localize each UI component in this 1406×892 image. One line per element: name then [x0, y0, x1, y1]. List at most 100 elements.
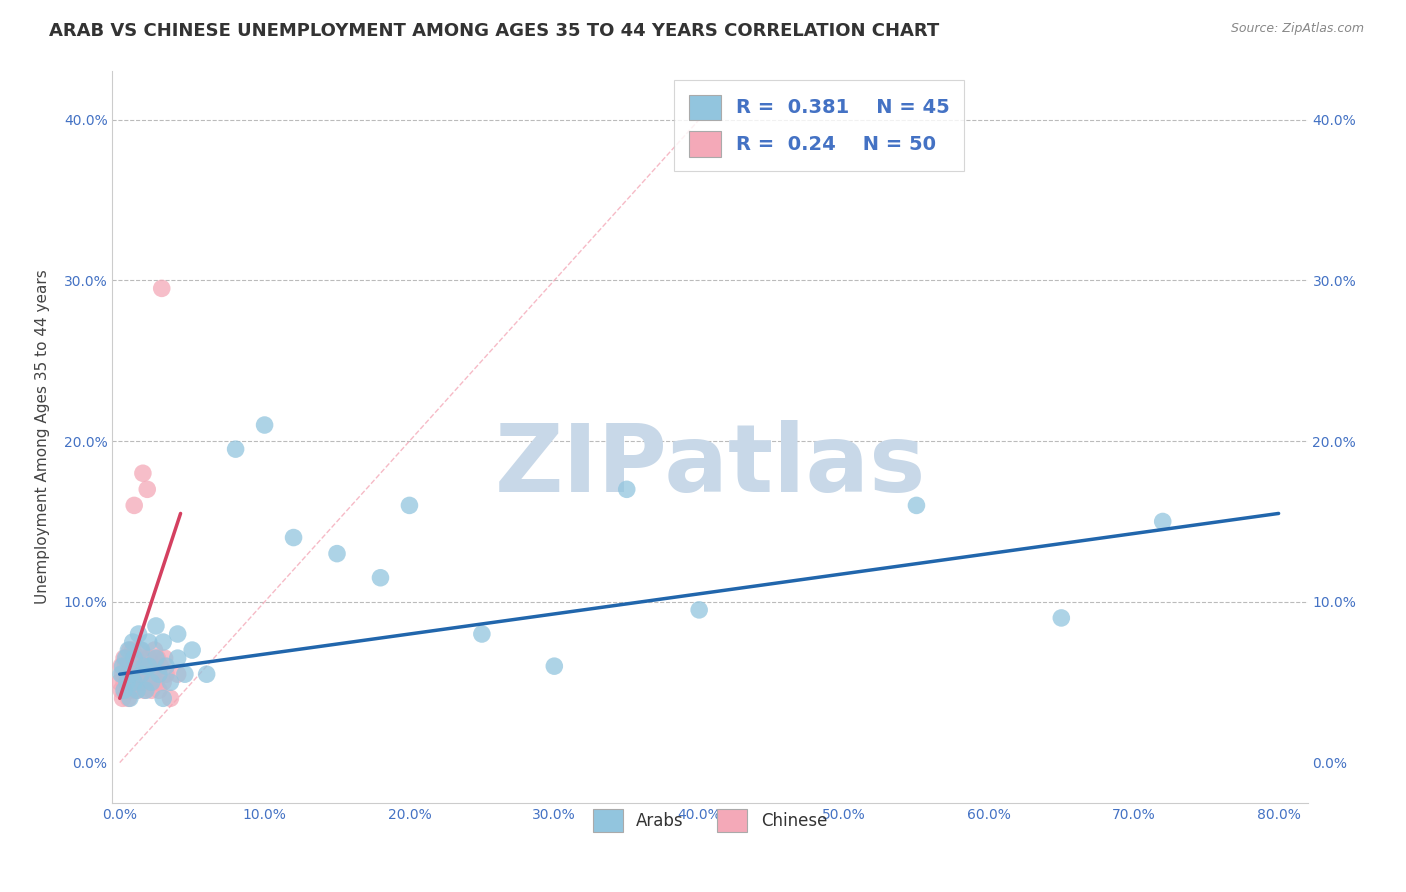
Point	[616, 483, 638, 497]
Point	[326, 547, 349, 561]
Point	[131, 651, 153, 665]
Point	[117, 667, 139, 681]
Point	[155, 667, 177, 681]
Point	[166, 627, 188, 641]
Point	[1152, 515, 1174, 529]
Legend: Arabs, Chinese: Arabs, Chinese	[579, 796, 841, 846]
Point	[114, 659, 136, 673]
Point	[128, 667, 150, 681]
Point	[146, 651, 169, 665]
Point	[159, 691, 181, 706]
Point	[139, 659, 162, 673]
Point	[148, 667, 170, 681]
Point	[117, 643, 139, 657]
Point	[370, 571, 392, 585]
Point	[112, 675, 135, 690]
Point	[124, 675, 146, 690]
Point	[120, 659, 142, 673]
Point	[131, 667, 153, 681]
Point	[145, 675, 167, 690]
Point	[398, 499, 420, 513]
Point	[122, 675, 145, 690]
Point	[141, 675, 163, 690]
Point	[120, 667, 142, 681]
Point	[110, 659, 132, 673]
Point	[149, 659, 172, 673]
Point	[120, 675, 142, 690]
Point	[121, 683, 143, 698]
Point	[127, 659, 149, 673]
Point	[124, 651, 146, 665]
Point	[128, 627, 150, 641]
Point	[225, 442, 247, 457]
Point	[111, 667, 134, 681]
Point	[142, 667, 165, 681]
Point	[159, 675, 181, 690]
Point	[145, 619, 167, 633]
Point	[253, 417, 276, 432]
Point	[121, 635, 143, 649]
Point	[166, 651, 188, 665]
Point	[155, 659, 177, 673]
Point	[115, 675, 138, 690]
Point	[122, 667, 145, 681]
Point	[166, 667, 188, 681]
Point	[283, 531, 305, 545]
Point	[131, 675, 153, 690]
Point	[1050, 611, 1073, 625]
Point	[138, 659, 160, 673]
Point	[122, 651, 145, 665]
Point	[138, 635, 160, 649]
Point	[118, 643, 141, 657]
Point	[117, 691, 139, 706]
Point	[129, 643, 152, 657]
Point	[471, 627, 494, 641]
Point	[132, 667, 155, 681]
Point	[122, 499, 145, 513]
Text: Source: ZipAtlas.com: Source: ZipAtlas.com	[1230, 22, 1364, 36]
Point	[141, 683, 163, 698]
Point	[114, 651, 136, 665]
Point	[112, 651, 135, 665]
Point	[110, 667, 132, 681]
Text: ARAB VS CHINESE UNEMPLOYMENT AMONG AGES 35 TO 44 YEARS CORRELATION CHART: ARAB VS CHINESE UNEMPLOYMENT AMONG AGES …	[49, 22, 939, 40]
Point	[112, 683, 135, 698]
Point	[152, 691, 174, 706]
Point	[148, 683, 170, 698]
Point	[135, 683, 157, 698]
Point	[111, 691, 134, 706]
Point	[174, 667, 197, 681]
Point	[195, 667, 218, 681]
Point	[114, 683, 136, 698]
Point	[110, 683, 132, 698]
Point	[688, 603, 710, 617]
Point	[153, 651, 176, 665]
Point	[134, 683, 156, 698]
Point	[134, 659, 156, 673]
Point	[127, 683, 149, 698]
Point	[145, 651, 167, 665]
Point	[115, 675, 138, 690]
Point	[150, 281, 173, 295]
Point	[115, 651, 138, 665]
Point	[118, 691, 141, 706]
Y-axis label: Unemployment Among Ages 35 to 44 years: Unemployment Among Ages 35 to 44 years	[35, 269, 49, 605]
Point	[181, 643, 204, 657]
Point	[143, 643, 166, 657]
Point	[127, 683, 149, 698]
Point	[152, 675, 174, 690]
Point	[136, 483, 159, 497]
Point	[121, 643, 143, 657]
Point	[135, 659, 157, 673]
Text: ZIPatlas: ZIPatlas	[495, 420, 925, 512]
Point	[543, 659, 565, 673]
Point	[118, 683, 141, 698]
Point	[132, 467, 155, 481]
Point	[138, 651, 160, 665]
Point	[108, 675, 131, 690]
Point	[111, 659, 134, 673]
Point	[152, 635, 174, 649]
Point	[138, 675, 160, 690]
Point	[905, 499, 928, 513]
Point	[131, 643, 153, 657]
